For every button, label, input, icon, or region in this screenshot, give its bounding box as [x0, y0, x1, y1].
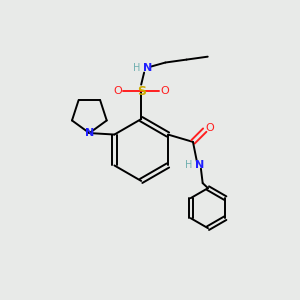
Text: N: N — [195, 160, 204, 170]
Text: O: O — [113, 86, 122, 96]
Text: S: S — [137, 85, 146, 98]
Text: O: O — [205, 123, 214, 133]
Text: O: O — [160, 86, 169, 96]
Text: N: N — [85, 128, 94, 138]
Text: N: N — [143, 63, 152, 74]
Text: H: H — [134, 63, 141, 74]
Text: H: H — [185, 160, 193, 170]
